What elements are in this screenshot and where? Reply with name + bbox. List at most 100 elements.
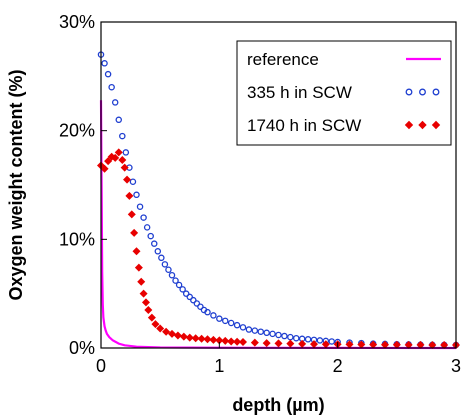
legend-swatch-2-0 <box>404 120 414 130</box>
series-1-point-22 <box>175 281 183 289</box>
series-2-point-47 <box>392 340 401 349</box>
series-2-point-22 <box>168 329 176 338</box>
x-tick-label-2: 2 <box>333 356 343 376</box>
series-2-point-24 <box>179 332 188 341</box>
series-2-point-12 <box>132 247 141 256</box>
series-2-point-18 <box>147 313 156 322</box>
series-1-point-34 <box>227 319 235 327</box>
series-1-point-4 <box>111 99 119 106</box>
series-1-point-40 <box>263 329 270 337</box>
series-2-point-7 <box>120 163 129 172</box>
series-2-point-46 <box>381 340 389 349</box>
series-2-point-33 <box>233 337 242 346</box>
series-2-point-5 <box>114 148 123 157</box>
series-1-point-1 <box>101 60 108 67</box>
series-2-point-38 <box>286 339 295 348</box>
series-2-point-16 <box>141 298 150 307</box>
series-2-point-4 <box>111 153 120 162</box>
series-2-point-35 <box>250 338 259 347</box>
series-1-point-31 <box>210 312 217 319</box>
series-1-point-18 <box>161 261 169 268</box>
series-1-point-44 <box>287 333 294 341</box>
series-2-point-32 <box>227 337 236 346</box>
series-2-point-51 <box>440 340 449 349</box>
series-1-point-37 <box>245 326 253 333</box>
plot-frame <box>100 21 457 349</box>
series-2-point-17 <box>144 305 153 314</box>
series-2-point-28 <box>203 335 212 344</box>
series-layer <box>97 51 460 350</box>
ticks-layer: 0 1 2 30%10%20%30% <box>59 12 461 376</box>
series-2-point-50 <box>428 340 437 349</box>
series-1-point-47 <box>304 336 312 343</box>
series-2-point-25 <box>185 333 194 342</box>
series-2-point-34 <box>239 338 247 347</box>
y-axis-title: Oxygen weight content (%) <box>6 69 26 300</box>
series-1-point-35 <box>233 321 241 329</box>
series-1-point-33 <box>221 317 229 325</box>
series-2-point-23 <box>173 331 182 340</box>
series-1-point-19 <box>165 266 172 274</box>
series-2-point-9 <box>125 191 134 200</box>
series-2-point-10 <box>127 210 136 219</box>
series-1-point-27 <box>193 300 201 307</box>
legend-label-0: reference <box>247 50 319 69</box>
legend-swatch-1-0 <box>405 88 413 96</box>
series-1-point-26 <box>190 296 197 304</box>
series-2-point-20 <box>156 324 165 333</box>
series-2-point-21 <box>162 327 171 336</box>
series-1-point-14 <box>147 232 154 240</box>
y-tick-label-3: 30% <box>59 12 95 32</box>
series-2-point-49 <box>416 340 425 349</box>
series-1-point-38 <box>251 327 259 334</box>
series-1-point-3 <box>108 83 115 91</box>
series-1-point-28 <box>197 303 204 310</box>
series-1-point-51 <box>328 338 335 345</box>
series-1-point-39 <box>257 328 264 335</box>
series-2-point-15 <box>139 289 148 298</box>
x-tick-label-1: 1 <box>214 356 224 376</box>
series-1-point-12 <box>140 214 147 221</box>
series-1-point-13 <box>143 224 151 231</box>
series-1-point-5 <box>115 116 123 124</box>
series-2-point-29 <box>209 335 218 344</box>
legend-swatch-2-1 <box>418 120 427 130</box>
y-tick-label-2: 20% <box>59 121 95 141</box>
series-2-point-27 <box>197 334 206 343</box>
series-2-point-31 <box>221 336 230 345</box>
series-1-point-30 <box>204 308 211 316</box>
y-tick-label-0: 0% <box>69 338 95 358</box>
series-2-point-14 <box>137 277 146 286</box>
series-1-point-24 <box>182 290 190 297</box>
y-tick-label-1: 10% <box>59 229 95 249</box>
series-1-point-17 <box>158 254 165 262</box>
series-2-point-1 <box>100 164 109 173</box>
series-1-point-42 <box>275 331 282 339</box>
series-1-point-6 <box>119 132 126 140</box>
series-1-point-25 <box>186 293 193 301</box>
series-1-point-21 <box>172 277 179 284</box>
series-2-point-45 <box>369 340 378 349</box>
x-tick-label-0: 0 <box>96 356 106 376</box>
series-2-point-40 <box>310 340 318 349</box>
series-2-point-26 <box>191 334 200 343</box>
series-1-point-41 <box>269 330 276 338</box>
series-2-point-48 <box>404 340 413 349</box>
series-2-point-44 <box>357 340 366 349</box>
series-1-point-23 <box>179 286 186 293</box>
series-1-point-45 <box>292 334 300 342</box>
series-1-point-11 <box>136 203 144 210</box>
series-1-point-20 <box>168 271 176 279</box>
series-1-point-9 <box>129 178 137 185</box>
series-1-point-2 <box>104 70 112 78</box>
legend-label-2: 1740 h in SCW <box>247 116 361 135</box>
series-2-point-30 <box>215 336 224 345</box>
legend-label-1: 335 h in SCW <box>247 83 352 102</box>
series-2-point-11 <box>130 228 139 237</box>
series-1-point-32 <box>216 315 223 322</box>
series-1-point-49 <box>316 337 324 344</box>
legend-swatch-1-2 <box>432 88 440 96</box>
series-2-point-13 <box>134 263 143 272</box>
series-1-point-36 <box>239 324 247 331</box>
series-2-point-6 <box>118 156 127 165</box>
